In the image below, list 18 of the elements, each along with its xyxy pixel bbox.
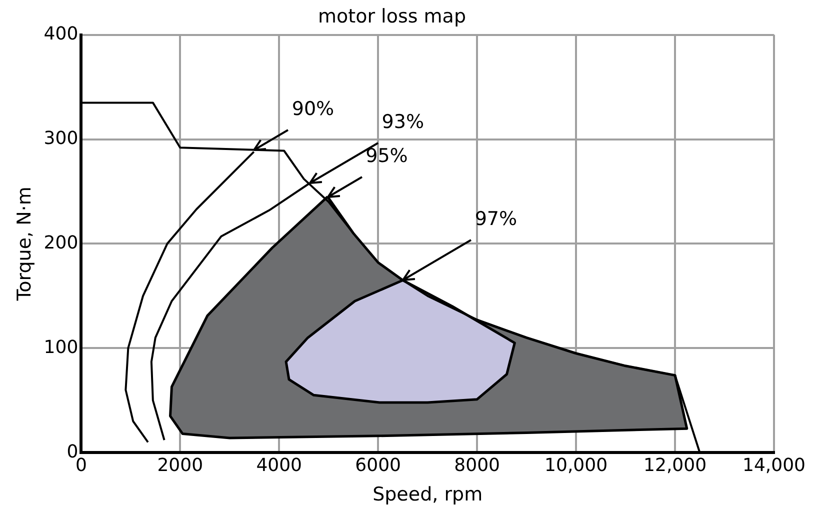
y-tick-label: 100	[44, 336, 78, 358]
y-tick-label: 400	[44, 23, 78, 44]
x-tick-label: 4000	[256, 455, 302, 476]
y-tick-label: 200	[44, 232, 78, 254]
x-tick-label: 10,000	[544, 455, 608, 476]
x-tick-label: 2000	[157, 455, 204, 476]
x-tick-label: 8000	[454, 455, 500, 476]
y-axis-title: Torque, N·m	[13, 186, 36, 302]
annotation: 97%	[474, 208, 518, 230]
annotation: 95%	[366, 144, 408, 167]
x-axis-title: Speed, rpm	[372, 484, 483, 506]
x-tick-label: 12,000	[644, 455, 707, 476]
y-tick-label: 300	[44, 128, 78, 149]
x-tick-label: 6000	[355, 455, 401, 476]
annotation: 93%	[382, 111, 424, 134]
x-tick-label: 14,000	[742, 455, 806, 476]
chart-title: motor loss map	[318, 5, 466, 28]
annotation: 90%	[292, 98, 334, 120]
